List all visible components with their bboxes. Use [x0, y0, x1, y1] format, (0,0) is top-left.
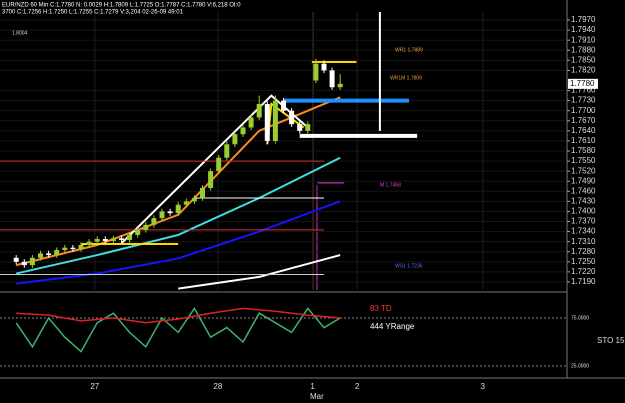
- labels: EUR/NZD 60 Min C:1.7780 N: 0.0029 H:1.78…: [2, 3, 625, 402]
- candle-body: [321, 63, 327, 71]
- candle-body: [297, 124, 303, 131]
- candle-body: [110, 238, 116, 241]
- candle-body: [240, 127, 246, 135]
- candle-body: [21, 261, 27, 266]
- indicator-annotation: 83 TD: [370, 304, 392, 313]
- y-tick-label: 1.7940: [571, 25, 596, 34]
- y-tick-label: 1.7220: [571, 267, 596, 276]
- indicator-plot: [0, 306, 567, 367]
- y-tick-label: 1.7550: [571, 156, 596, 165]
- oscillator-line: [16, 307, 341, 324]
- candle-body: [175, 204, 181, 214]
- candle-body: [191, 198, 197, 202]
- y-tick-label: 1.7700: [571, 106, 596, 115]
- y-tick-label: 1.7370: [571, 217, 596, 226]
- y-tick-label: 1.7430: [571, 196, 596, 205]
- y-tick-label: 1.7400: [571, 207, 596, 216]
- candle-body: [86, 241, 92, 246]
- annotation: WS1 1.7236: [395, 263, 423, 269]
- corner-label: 1.8004: [12, 30, 28, 36]
- candle-body: [329, 70, 335, 88]
- candle-body: [78, 245, 84, 250]
- candle-body: [216, 157, 222, 172]
- y-tick-label: 1.7520: [571, 166, 596, 175]
- candle-body: [248, 117, 254, 128]
- y-tick-label: 1.7490: [571, 176, 596, 185]
- y-tick-label: 1.7310: [571, 237, 596, 246]
- y-tick-label: 1.7460: [571, 186, 596, 195]
- candle-body: [46, 253, 52, 256]
- annotation: M 1.7468: [380, 182, 401, 188]
- candle-body: [272, 100, 278, 141]
- y-tick-label: 1.7640: [571, 126, 596, 135]
- candle-body: [70, 247, 76, 250]
- y-tick-label: 1.7580: [571, 146, 596, 155]
- candle-body: [119, 238, 124, 240]
- candle-body: [256, 103, 262, 118]
- candle-body: [337, 83, 343, 88]
- candle-body: [183, 201, 189, 205]
- y-tick-label: 1.7970: [571, 15, 596, 24]
- x-tick-label: 2: [355, 382, 360, 391]
- candle-body: [264, 103, 270, 141]
- y-tick-label: 1.7880: [571, 45, 596, 54]
- moving-average: [15, 156, 341, 275]
- y-tick-label: 1.7250: [571, 257, 596, 266]
- candle-body: [200, 187, 205, 199]
- candle-body: [289, 110, 295, 125]
- y-tick-label: 1.7280: [571, 247, 596, 256]
- y-tick-label: 1.7190: [571, 277, 596, 286]
- candle-body: [94, 238, 100, 242]
- candle-body: [281, 100, 286, 111]
- indicator-label: STO 15: [597, 336, 625, 345]
- candle-body: [159, 211, 165, 219]
- y-tick-label: 1.7670: [571, 116, 596, 125]
- x-tick-label: 28: [213, 382, 222, 391]
- annotation: WR1M 1.7809: [390, 75, 422, 81]
- y-tick-label: 1.7820: [571, 66, 596, 75]
- y-tick-label: 1.7910: [571, 35, 596, 44]
- y-tick-label: 1.7760: [571, 86, 596, 95]
- candle-body: [102, 238, 108, 241]
- last-price-label: 1.7780: [570, 79, 595, 88]
- chart-title: EUR/NZD 60 Min C:1.7780 N: 0.0029 H:1.78…: [2, 3, 241, 9]
- candle-body: [13, 257, 19, 262]
- candle-body: [62, 247, 68, 251]
- candle-body: [54, 250, 60, 256]
- x-tick-label: 27: [90, 382, 99, 391]
- candle-body: [143, 224, 149, 230]
- x-tick-label: 3: [481, 382, 486, 391]
- candle-body: [224, 144, 230, 158]
- oscillator-line: [15, 306, 341, 353]
- candle-body: [313, 63, 319, 81]
- x-tick-label: 1: [310, 382, 315, 391]
- y-tick-label: 1.7850: [571, 55, 596, 64]
- chart-subtitle: 3700 C:1.7256 H:1.7250 L:1.7255 C:1.7279…: [2, 10, 184, 16]
- indicator-tick-label: 75.0000: [571, 315, 589, 321]
- y-tick-label: 1.7610: [571, 136, 596, 145]
- candle-body: [208, 171, 214, 188]
- moving-average: [178, 254, 341, 290]
- drawing: [120, 94, 309, 245]
- y-tick-label: 1.7730: [571, 96, 596, 105]
- indicator-annotation: 444 YRange: [370, 322, 415, 331]
- y-tick-label: 1.7340: [571, 227, 596, 236]
- candle-body: [167, 211, 173, 214]
- candle-body: [151, 218, 157, 225]
- last-price-box: [568, 78, 598, 89]
- candle-body: [135, 229, 141, 235]
- indicator-tick-label: 25.0000: [571, 363, 589, 369]
- moving-average: [16, 200, 341, 285]
- candle-body: [38, 253, 43, 258]
- candle-body: [305, 124, 311, 131]
- candle-body: [29, 257, 35, 266]
- annotation: WR1 1.7889: [395, 47, 423, 53]
- plot: [0, 12, 567, 290]
- x-sublabel: Mar: [310, 392, 324, 401]
- candle-body: [232, 134, 238, 145]
- candle-body: [127, 234, 133, 240]
